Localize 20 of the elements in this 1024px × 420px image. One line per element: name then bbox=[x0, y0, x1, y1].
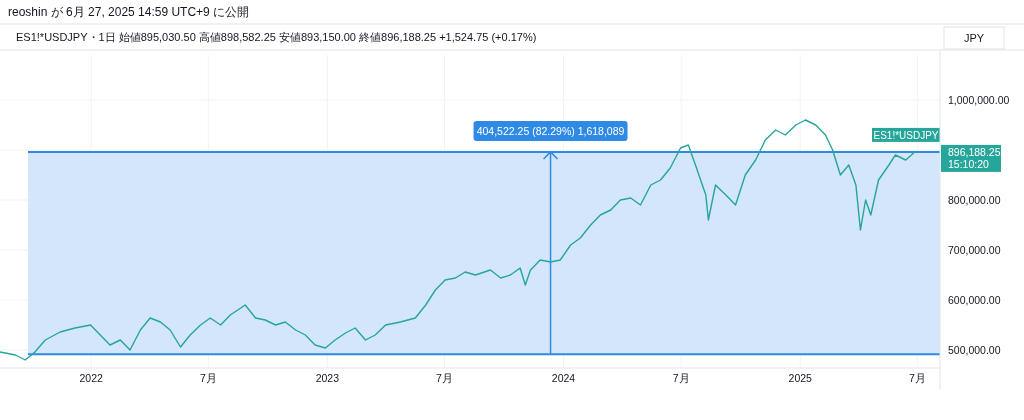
x-tick-label: 7月 bbox=[908, 372, 926, 384]
text: 15:10:20 bbox=[948, 157, 990, 170]
chart-title: reoshin が 6月 27, 2025 14:59 UTC+9 に公開 bbox=[8, 5, 250, 19]
x-tick-label: 2024 bbox=[551, 372, 576, 384]
y-tick-label: 600,000.00 bbox=[948, 294, 1001, 306]
x-tick-label: 7月 bbox=[199, 372, 217, 384]
x-tick-label: 2022 bbox=[79, 372, 104, 384]
chart-subtitle: ES1!*USDJPY・1日 始値895,030.50 高値898,582.25 安値893,150.00 終値896,188.25 +1,524.75 (+0.17%) bbox=[16, 31, 537, 43]
x-tick-label: 7月 bbox=[672, 372, 690, 384]
y-tick-label: 500,000.00 bbox=[948, 344, 1001, 356]
annotation: 404,522.25 (82.29%) 1,618,089 bbox=[476, 124, 625, 137]
series-label: ES1!*USDJPY bbox=[873, 129, 939, 141]
x-tick-label: 2023 bbox=[315, 372, 340, 384]
y-tick-label: 800,000.00 bbox=[948, 194, 1001, 206]
x-tick-label: 2025 bbox=[788, 372, 813, 384]
y-tick-label: 700,000.00 bbox=[948, 244, 1001, 256]
y-tick-label: 1,000,000.00 bbox=[948, 94, 1010, 106]
text: 896,188.25 bbox=[948, 145, 1001, 158]
y-axis-title: JPY bbox=[963, 32, 985, 44]
x-tick-label: 7月 bbox=[436, 372, 453, 384]
